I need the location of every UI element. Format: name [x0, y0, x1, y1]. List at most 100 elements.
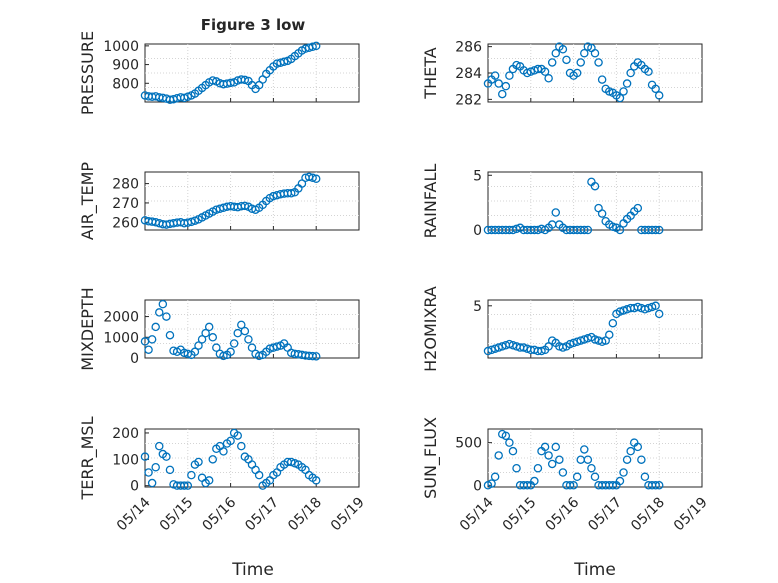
data-point — [501, 81, 511, 91]
data-point — [654, 91, 664, 100]
data-point — [626, 446, 635, 456]
data-point — [615, 93, 625, 103]
data-point — [580, 445, 589, 454]
data-point — [533, 64, 543, 74]
data-point — [490, 71, 500, 80]
y-tick-label: 282 — [455, 92, 482, 108]
data-point — [562, 55, 571, 65]
data-point — [140, 452, 150, 461]
x-tick-label: 05/15 — [157, 494, 197, 534]
y-tick-label: 260 — [112, 215, 139, 231]
x-tick-label: 05/14 — [457, 494, 497, 534]
figure-title: Figure 3 low — [201, 16, 306, 34]
data-point — [651, 481, 660, 490]
data-point — [151, 322, 160, 332]
data-point — [558, 343, 568, 352]
data-point — [240, 201, 250, 211]
data-point — [311, 352, 321, 361]
data-point — [587, 463, 596, 473]
data-point — [594, 58, 603, 67]
y-tick-label: 280 — [112, 177, 139, 193]
data-point — [654, 481, 664, 490]
data-point — [637, 455, 646, 464]
y-axis-label: THETA — [421, 47, 440, 99]
data-point — [279, 57, 289, 67]
data-point — [219, 351, 228, 361]
x-tick-label: 05/15 — [500, 494, 540, 534]
x-axis-label-left: Time — [231, 560, 274, 580]
data-point — [208, 455, 218, 464]
y-tick-label: 800 — [112, 76, 139, 92]
y-tick-label: 1000 — [103, 330, 139, 346]
data-point — [569, 481, 578, 490]
data-point — [633, 203, 643, 213]
y-tick-label: 0 — [473, 223, 482, 239]
data-point — [605, 330, 614, 340]
y-tick-label: 0 — [473, 478, 482, 494]
data-point — [544, 451, 553, 460]
data-point — [498, 89, 507, 99]
data-point — [487, 479, 496, 488]
y-axis-label: MIXDEPTH — [78, 287, 97, 370]
y-tick-label: 5 — [473, 299, 482, 315]
data-point — [644, 67, 653, 76]
data-point — [226, 78, 235, 88]
x-tick-label: 05/16 — [200, 494, 240, 534]
data-point — [286, 189, 296, 198]
y-tick-label: 0 — [130, 479, 139, 495]
subplot-2: 282 284 286 THETA — [421, 40, 703, 108]
data-point — [590, 472, 600, 482]
data-point — [622, 79, 632, 88]
data-point — [240, 326, 250, 336]
data-point — [551, 48, 561, 58]
y-tick-label: 1000 — [103, 39, 139, 55]
data-point — [533, 463, 543, 473]
y-axis-label: RAINFALL — [421, 164, 440, 239]
data-point — [204, 322, 214, 332]
x-tick-label: 05/17 — [585, 494, 625, 534]
data-point — [144, 345, 153, 354]
data-point — [551, 208, 561, 217]
data-point — [558, 45, 568, 54]
data-point — [608, 481, 618, 490]
data-point — [565, 481, 575, 490]
y-tick-label: 286 — [455, 40, 482, 56]
data-point — [619, 468, 628, 477]
subplot-6: 5 H2OMIXRA — [421, 286, 703, 372]
data-point — [490, 472, 500, 482]
x-tick-label: 05/19 — [671, 494, 711, 534]
data-point — [619, 87, 628, 96]
data-point — [155, 441, 164, 451]
data-point — [240, 75, 250, 85]
y-tick-label: 900 — [112, 58, 139, 74]
data-point — [547, 459, 557, 469]
y-tick-label: 100 — [112, 452, 139, 468]
x-tick-label: 05/17 — [242, 494, 282, 534]
data-point — [597, 75, 607, 84]
y-axis-label: H2OMIXRA — [421, 286, 440, 372]
data-point — [572, 68, 582, 78]
y-tick-label: 2000 — [103, 310, 139, 326]
data-point — [183, 481, 193, 490]
data-point — [501, 431, 511, 441]
data-point — [651, 225, 660, 235]
data-point — [590, 48, 600, 58]
subplot-1: 800 900 1000 PRESSURE — [78, 31, 360, 115]
x-tick-label: 05/19 — [328, 494, 368, 534]
x-tick-label: 05/14 — [114, 494, 154, 534]
data-point — [272, 342, 282, 351]
data-point — [505, 438, 514, 447]
data-point — [187, 470, 196, 480]
y-axis-label: TERR_MSL — [78, 416, 98, 500]
subplot-5: 0 1000 2000 MIXDEPTH — [78, 287, 360, 371]
data-point — [144, 468, 153, 477]
data-point — [311, 41, 321, 51]
data-point — [626, 68, 635, 78]
axes-box — [144, 43, 360, 103]
data-point — [197, 335, 207, 344]
data-point — [308, 351, 317, 361]
data-point — [162, 312, 171, 321]
data-point — [615, 476, 625, 486]
data-point — [179, 93, 189, 103]
